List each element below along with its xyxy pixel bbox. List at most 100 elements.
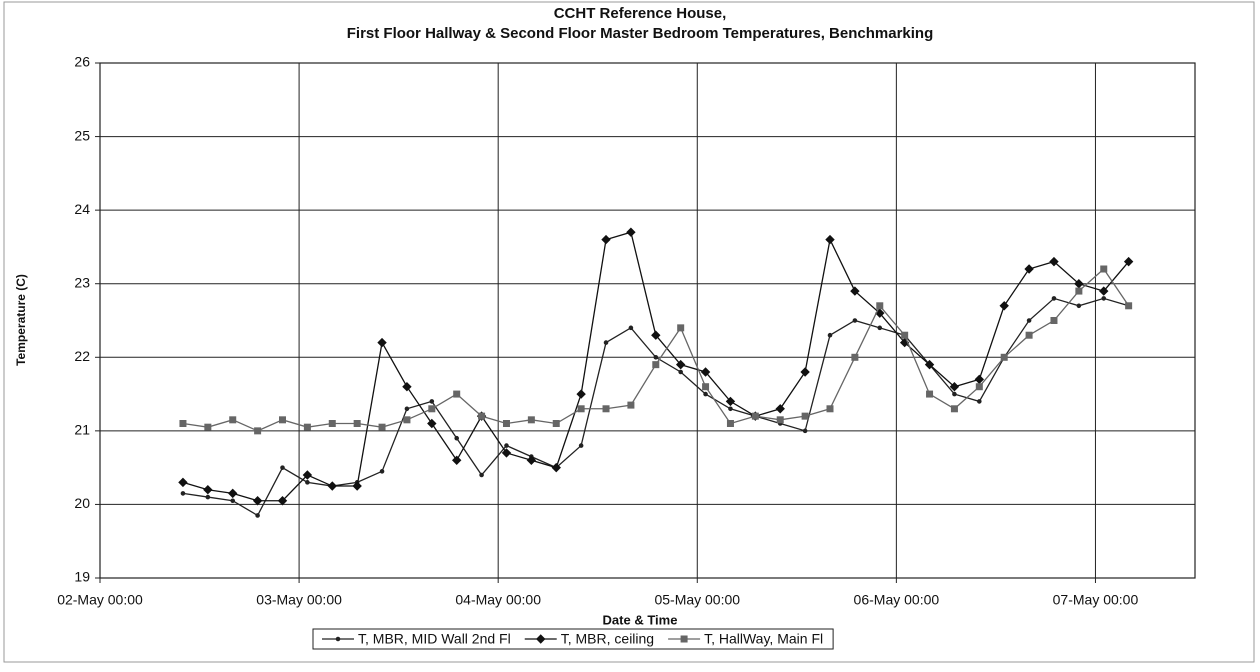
- marker: [901, 331, 909, 339]
- marker: [1025, 331, 1033, 339]
- marker: [826, 405, 834, 413]
- marker: [651, 330, 661, 340]
- marker: [403, 416, 411, 424]
- chart-border: [3, 1, 1255, 663]
- marker: [800, 367, 810, 377]
- marker: [728, 406, 733, 412]
- marker: [377, 337, 387, 348]
- marker: [302, 470, 313, 480]
- legend-label: T, MBR, ceiling: [561, 631, 654, 647]
- marker: [255, 513, 260, 518]
- marker: [924, 359, 935, 370]
- marker: [975, 383, 983, 391]
- marker: [205, 494, 211, 500]
- marker: [551, 462, 561, 473]
- marker: [1099, 286, 1109, 296]
- x-axis-label: Date & Time: [603, 612, 678, 627]
- marker: [203, 485, 213, 495]
- marker: [454, 435, 460, 441]
- marker: [825, 234, 835, 245]
- marker: [180, 491, 186, 496]
- marker: [603, 340, 609, 345]
- marker: [628, 325, 634, 331]
- marker: [252, 496, 263, 506]
- marker: [1000, 353, 1008, 361]
- marker: [801, 412, 809, 420]
- marker: [700, 367, 711, 377]
- marker: [427, 418, 437, 429]
- marker: [402, 382, 412, 392]
- marker: [602, 405, 610, 413]
- x-tick-label: 05-May 00:00: [654, 592, 740, 608]
- marker: [949, 382, 960, 392]
- marker: [974, 374, 985, 385]
- marker: [404, 406, 410, 412]
- y-tick-label: 26: [74, 54, 90, 70]
- marker: [627, 401, 635, 409]
- marker: [1076, 303, 1082, 309]
- legend-label: T, HallWay, Main Fl: [704, 631, 823, 647]
- marker: [1075, 287, 1083, 295]
- marker: [352, 481, 362, 491]
- marker: [305, 480, 310, 485]
- marker: [536, 634, 546, 644]
- marker: [327, 481, 337, 491]
- legend-label: T, MBR, MID Wall 2nd Fl: [358, 631, 511, 647]
- series-line: [182, 268, 1130, 432]
- plot-area: [99, 62, 1196, 579]
- y-tick-label: 22: [74, 348, 90, 364]
- marker: [827, 332, 833, 338]
- y-tick-label: 23: [74, 274, 90, 290]
- marker: [852, 318, 858, 323]
- marker: [652, 361, 660, 369]
- x-tick-label: 03-May 00:00: [256, 592, 342, 608]
- marker: [1049, 256, 1059, 267]
- marker: [1026, 318, 1032, 323]
- marker: [578, 443, 584, 448]
- marker: [677, 324, 685, 332]
- legend: T, MBR, MID Wall 2nd Fl T, MBR, ceiling T,…: [312, 628, 834, 650]
- marker: [675, 359, 686, 370]
- marker: [876, 302, 884, 310]
- marker: [552, 420, 560, 427]
- marker: [725, 396, 736, 407]
- x-tick-label: 07-May 00:00: [1053, 592, 1139, 608]
- marker: [601, 234, 611, 245]
- marker: [877, 325, 883, 331]
- marker: [775, 404, 785, 414]
- marker: [1050, 317, 1058, 324]
- marker: [776, 416, 784, 424]
- marker: [678, 369, 683, 375]
- marker: [950, 405, 958, 413]
- marker: [504, 443, 509, 448]
- marker: [279, 416, 286, 424]
- chart-title: First Floor Hallway & Second Floor Maste…: [347, 25, 934, 42]
- x-tick-label: 02-May 00:00: [57, 592, 143, 608]
- marker: [379, 469, 385, 474]
- marker: [577, 405, 585, 413]
- y-axis-label: Temperature (C): [14, 274, 28, 366]
- marker: [502, 420, 510, 427]
- chart-title: CCHT Reference House,: [554, 5, 727, 22]
- marker: [680, 635, 688, 643]
- y-tick-label: 19: [74, 569, 90, 585]
- y-tick-label: 20: [74, 495, 90, 511]
- marker: [478, 412, 486, 420]
- marker: [850, 286, 860, 296]
- marker: [851, 353, 859, 361]
- marker: [576, 389, 586, 399]
- marker: [1101, 296, 1107, 301]
- marker: [453, 390, 461, 398]
- marker: [526, 455, 537, 465]
- marker: [254, 427, 262, 435]
- marker: [952, 391, 957, 397]
- marker: [726, 420, 734, 427]
- y-tick-label: 21: [74, 422, 90, 438]
- marker: [451, 455, 462, 465]
- marker: [228, 488, 238, 499]
- marker: [204, 423, 212, 431]
- marker: [229, 416, 237, 424]
- y-tick-label: 25: [74, 127, 90, 143]
- marker: [1024, 264, 1034, 274]
- marker: [179, 420, 187, 427]
